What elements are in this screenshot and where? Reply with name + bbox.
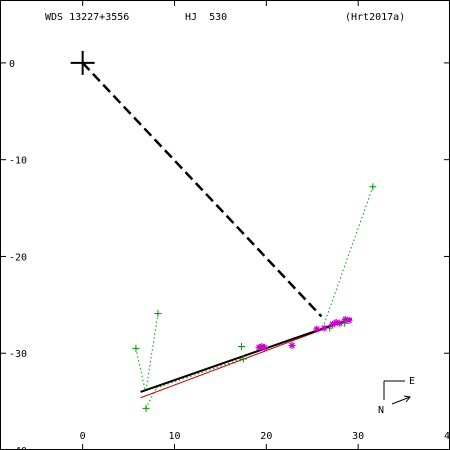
speckle-measure-mark bbox=[255, 343, 263, 351]
direction-arrow-icon bbox=[391, 395, 411, 405]
primary-star-cross bbox=[70, 50, 95, 75]
speckle-measure-mark bbox=[288, 341, 296, 349]
visual-measure-mark bbox=[154, 310, 162, 318]
x-tick-label: 0 bbox=[80, 431, 86, 442]
y-tick-label: -40 bbox=[9, 446, 27, 450]
visual-measure-mark bbox=[142, 404, 150, 412]
measurement-marks bbox=[70, 50, 377, 412]
speckle-measure-mark bbox=[328, 320, 336, 328]
residual-lines bbox=[135, 186, 374, 409]
speckle-measure-mark bbox=[345, 316, 353, 324]
star-id: WDS 13227+3556 bbox=[45, 12, 129, 23]
x-tick-label: 40 bbox=[444, 431, 450, 442]
speckle-measure-mark bbox=[336, 319, 344, 327]
node-line bbox=[81, 62, 323, 318]
visual-measure-mark bbox=[239, 355, 247, 363]
orbit-reference: (Hrt2017a) bbox=[345, 12, 405, 23]
compass: E N bbox=[378, 376, 415, 416]
visual-measure-mark bbox=[132, 344, 140, 352]
visual-measure-mark bbox=[369, 183, 377, 191]
speckle-measure-mark bbox=[341, 315, 349, 323]
residual-line bbox=[321, 186, 374, 330]
residual-line bbox=[155, 358, 242, 389]
x-tick-label: 10 bbox=[168, 431, 180, 442]
y-tick-label: -30 bbox=[9, 349, 27, 360]
residual-line bbox=[135, 348, 146, 391]
y-tick-label: 0 bbox=[9, 59, 15, 70]
residual-line bbox=[145, 313, 159, 391]
compass-north-east-lines bbox=[383, 380, 405, 400]
axis-tick-labels: 0 10 20 30 40 0 -10 -20 -30 -40 bbox=[9, 59, 450, 450]
compass-east-label: E bbox=[409, 376, 415, 387]
visual-measure-mark bbox=[238, 342, 246, 350]
speckle-measure-mark bbox=[320, 324, 328, 332]
speckle-measure-mark bbox=[260, 343, 268, 351]
speckle-measure-mark bbox=[258, 342, 266, 350]
y-tick-label: -20 bbox=[9, 252, 27, 263]
compass-north-label: N bbox=[378, 405, 384, 416]
x-tick-label: 30 bbox=[352, 431, 364, 442]
x-tick-label: 20 bbox=[260, 431, 272, 442]
speckle-measure-mark bbox=[332, 318, 340, 326]
y-tick-label: -10 bbox=[9, 156, 27, 167]
discoverer-code: HJ 530 bbox=[185, 12, 227, 23]
speckle-measure-mark bbox=[313, 325, 321, 333]
